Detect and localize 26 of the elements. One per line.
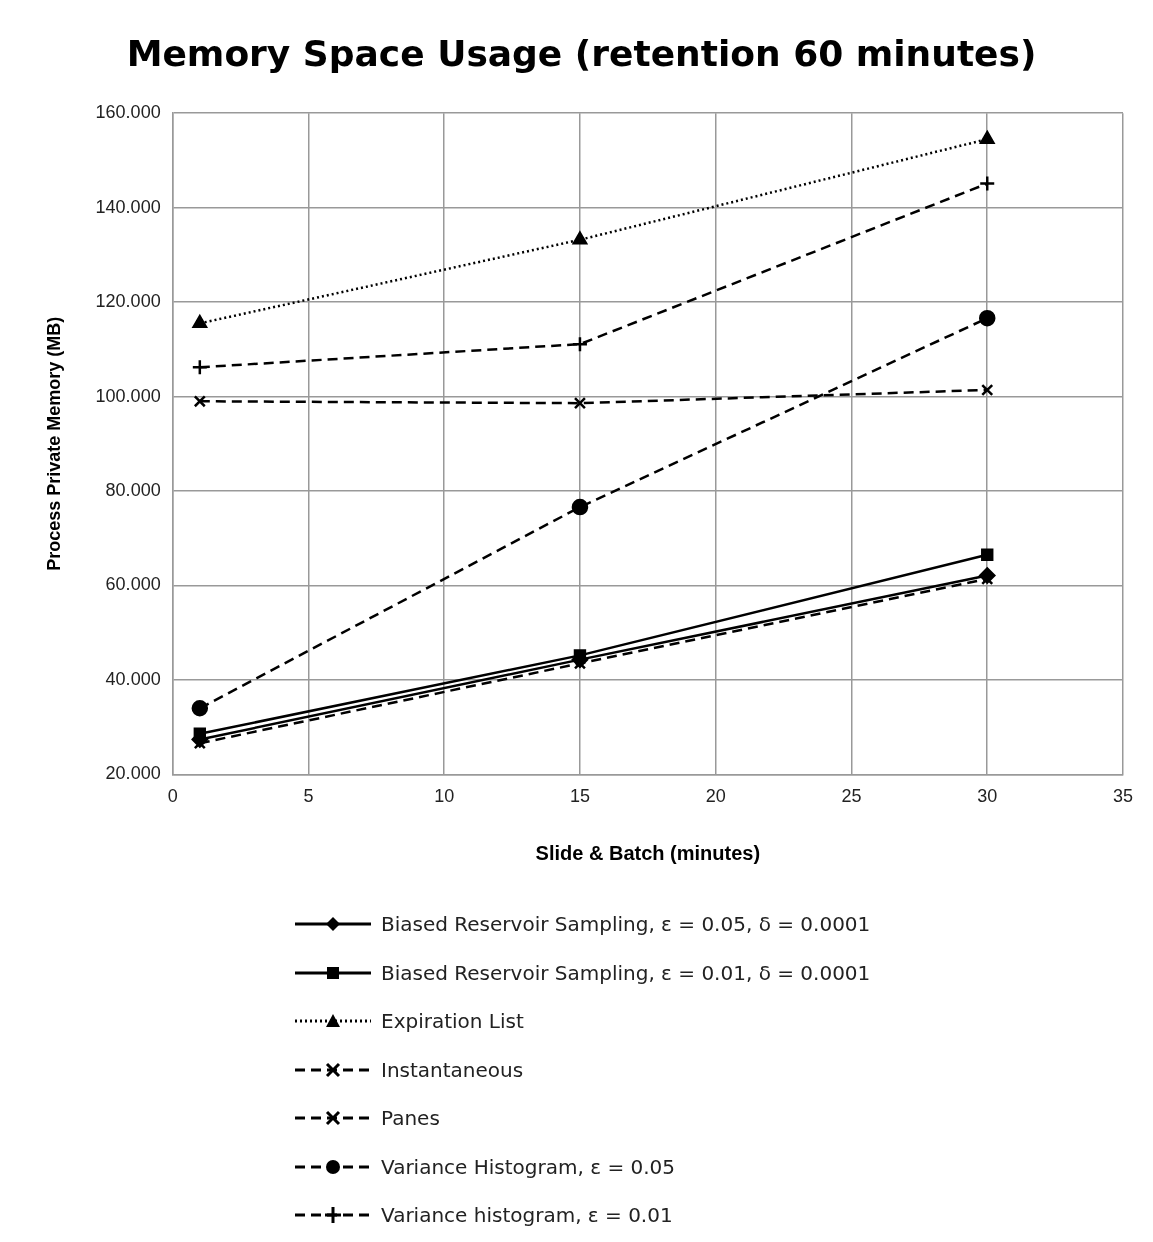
legend-label: Panes [381, 1106, 440, 1131]
x-tick-label: 30 [977, 786, 998, 807]
x-tick-label: 15 [569, 786, 590, 807]
y-axis-title: Process Private Memory (MB) [43, 316, 64, 571]
legend-label: Variance Histogram, ε = 0.05 [381, 1154, 676, 1179]
legend-label: Variance histogram, ε = 0.01 [381, 1203, 673, 1228]
y-tick-label: 160.000 [95, 102, 161, 123]
y-tick-label: 60.000 [105, 574, 161, 595]
x-tick-label: 20 [705, 786, 726, 807]
legend-label: Instantaneous [381, 1057, 524, 1082]
x-tick-label: 10 [434, 786, 455, 807]
y-tick-label: 120.000 [95, 291, 161, 312]
legend-label: Biased Reservoir Sampling, ε = 0.05, δ = 0.0001 [381, 912, 871, 937]
y-tick-label: 20.000 [105, 763, 161, 784]
x-tick-label: 0 [167, 786, 178, 807]
legend-label: Expiration List [381, 1009, 524, 1034]
x-tick-label: 5 [303, 786, 314, 807]
legend-label: Biased Reservoir Sampling, ε = 0.01, δ = 0.0001 [381, 960, 871, 985]
x-tick-label: 25 [841, 786, 862, 807]
x-axis-title: Slide & Batch (minutes) [535, 841, 761, 864]
y-tick-label: 140.000 [95, 196, 161, 217]
y-tick-label: 40.000 [105, 668, 161, 689]
y-tick-label: 100.000 [95, 385, 161, 406]
y-tick-label: 80.000 [105, 480, 161, 500]
chart-title: Memory Space Usage (retention 60 minutes) [126, 32, 1037, 74]
x-tick-label: 35 [1112, 786, 1134, 807]
